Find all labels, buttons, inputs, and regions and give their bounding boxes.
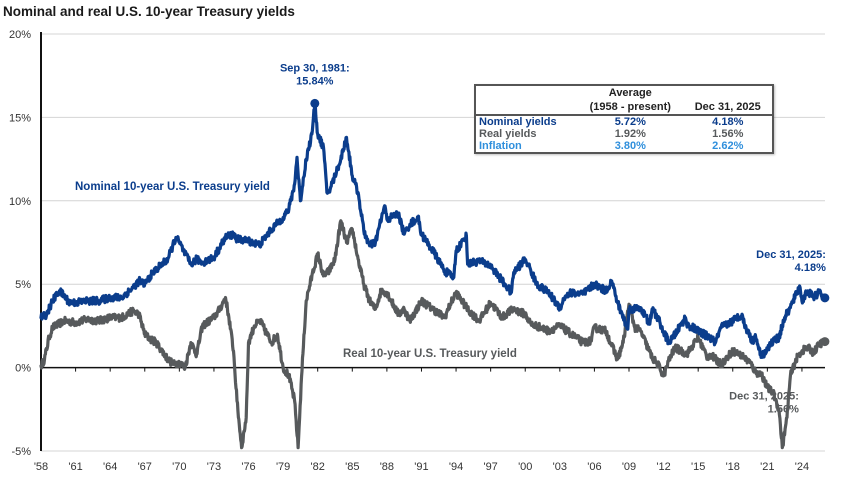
row-current: 1.56%: [712, 128, 744, 140]
row-label: Real yields: [479, 128, 537, 140]
nominal-end-date-label: Dec 31, 2025:: [756, 249, 826, 261]
table-row: Nominal yields 5.72% 4.18%: [475, 115, 773, 128]
x-tick-label: '64: [103, 461, 117, 473]
y-tick-label: 20%: [9, 29, 31, 41]
y-tick-label: -5%: [11, 446, 31, 458]
x-tick-label: '21: [760, 461, 774, 473]
table-header-blank-2: [684, 85, 773, 100]
x-tick-label: '12: [656, 461, 670, 473]
axes: 20% 15% 10% 5% 0% -5%'58 '61 '64 '67 '70 '73 '76 '79…: [9, 29, 825, 473]
x-tick-label: '85: [345, 461, 359, 473]
x-tick-label: '18: [726, 461, 740, 473]
x-tick-label: '58: [34, 461, 48, 473]
y-tick-label: 15%: [9, 112, 31, 124]
x-tick-label: '70: [172, 461, 186, 473]
table-header-date: Dec 31, 2025: [683, 100, 773, 116]
row-current: 4.18%: [712, 116, 744, 128]
table-header-average: Average: [608, 87, 652, 99]
x-tick-label: '09: [622, 461, 636, 473]
real-end-date-label: Dec 31, 2025:: [729, 391, 799, 403]
real-yield-line: [39, 219, 827, 450]
series-lines: [39, 101, 827, 450]
row-average: 1.92%: [614, 128, 646, 140]
real-end-value-label: 1.56%: [768, 404, 799, 416]
table-row: Real yields 1.92% 1.56%: [475, 128, 773, 140]
row-average: 3.80%: [614, 140, 646, 152]
table-header-blank-3: [475, 100, 578, 116]
table-row: Inflation 3.80% 2.62%: [475, 140, 773, 153]
x-tick-label: '00: [518, 461, 532, 473]
peak-value-label: 15.84%: [296, 75, 334, 87]
chart-title: Nominal and real U.S. 10-year Treasury y…: [3, 4, 295, 19]
x-tick-label: '97: [483, 461, 497, 473]
x-tick-label: '03: [553, 461, 567, 473]
x-tick-label: '24: [795, 461, 809, 473]
nominal-end-value-label: 4.18%: [795, 262, 826, 274]
row-current: 2.62%: [712, 140, 744, 152]
x-tick-label: '88: [380, 461, 394, 473]
x-tick-label: '61: [68, 461, 82, 473]
x-tick-label: '06: [587, 461, 601, 473]
x-tick-label: '73: [207, 461, 221, 473]
x-tick-label: '79: [276, 461, 290, 473]
row-average: 5.72%: [614, 116, 646, 128]
x-tick-label: '94: [449, 461, 463, 473]
table-header-blank: [475, 85, 577, 100]
y-tick-label: 10%: [9, 196, 31, 208]
nominal-end-marker: [820, 293, 830, 303]
real-end-marker: [820, 337, 830, 347]
x-tick-label: '76: [241, 461, 255, 473]
summary-table: Average (1958 - present) Dec 31, 2025 No…: [474, 84, 774, 154]
row-label: Nominal yields: [479, 116, 557, 128]
x-tick-label: '15: [691, 461, 705, 473]
x-tick-label: '67: [138, 461, 152, 473]
table-header-average-period: (1958 - present): [577, 100, 684, 116]
x-tick-label: '91: [414, 461, 428, 473]
x-tick-label: '82: [311, 461, 325, 473]
gridlines: [41, 33, 825, 452]
nominal-yield-line: [39, 101, 827, 359]
row-label: Inflation: [479, 140, 522, 152]
real-series-label: Real 10-year U.S. Treasury yield: [343, 348, 517, 360]
annotations: Nominal 10-year U.S. Treasury yield Real …: [75, 62, 830, 416]
y-tick-label: 0%: [15, 363, 31, 375]
y-tick-label: 5%: [15, 279, 31, 291]
peak-date-label: Sep 30, 1981:: [280, 62, 350, 74]
nominal-series-label: Nominal 10-year U.S. Treasury yield: [75, 181, 270, 193]
